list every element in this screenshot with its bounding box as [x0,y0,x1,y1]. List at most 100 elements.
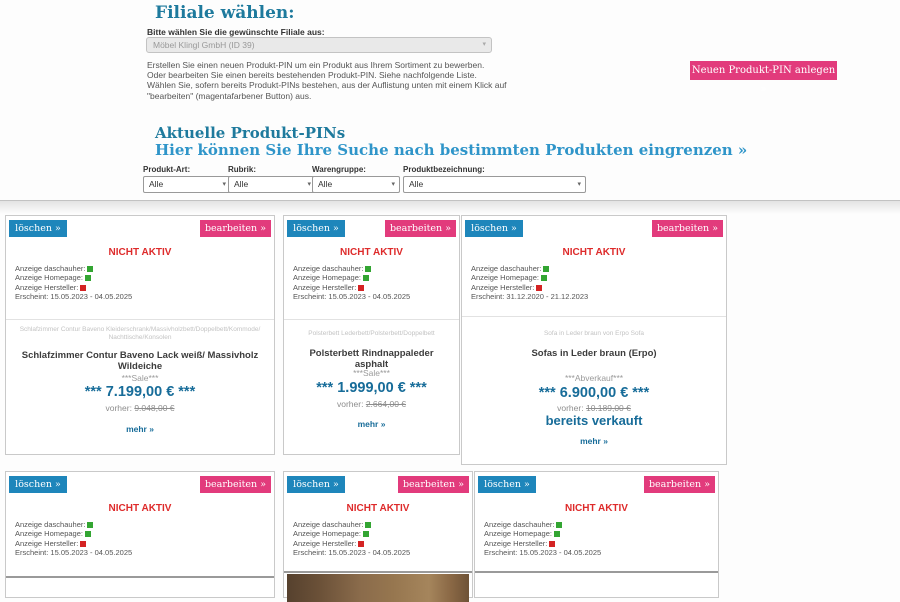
branch-select[interactable]: Möbel Klingl GmbH (ID 39) ▾ [146,37,492,53]
promo-label: ***Sale*** [121,373,159,383]
old-price-value: 2.664,00 € [365,399,407,409]
old-price-value: 9.048,00 € [134,403,175,413]
filter-select-rubrik[interactable]: Alle ▾ [228,176,316,193]
delete-button[interactable]: löschen » [465,220,523,237]
product-photo [287,574,469,602]
green-indicator-icon [365,266,372,272]
filter-value: Alle [318,179,333,189]
status-badge: NICHT AKTIV [108,247,172,258]
green-indicator-icon [84,275,91,282]
card-divider [6,576,274,578]
erscheint-dates: Erscheint: 15.05.2023 - 04.05.2025 [293,292,411,302]
product-title: Sofas in Leder braun (Erpo) [531,348,657,359]
old-price: vorher: 2.664,00 € [336,399,407,409]
green-indicator-icon [87,522,94,528]
status-row: Anzeige daschauher: [293,264,410,273]
green-indicator-icon [553,531,560,538]
status-row: Anzeige daschauher: [484,520,601,529]
status-row: Anzeige daschauher: [293,520,410,529]
product-price: *** 6.900,00 € *** [538,385,650,401]
status-row: Anzeige Hersteller: [293,283,410,292]
instruction-line: Oder bearbeiten Sie einen bereits besteh… [147,70,477,81]
edit-button[interactable]: bearbeiten » [200,220,271,237]
red-indicator-icon [358,284,365,291]
green-indicator-icon [540,275,547,282]
chevron-down-icon: ▾ [482,41,486,48]
instruction-line: Erstellen Sie einen neuen Produkt-PIN um… [147,60,485,70]
status-row: Anzeige Hersteller: [293,539,410,548]
filter-label-rubrik: Rubrik: [228,165,256,174]
status-row: Anzeige Homepage: [15,529,132,538]
chevron-down-icon: ▾ [577,181,581,188]
status-badge: NICHT AKTIV [340,247,403,258]
delete-button[interactable]: löschen » [287,220,345,237]
status-row: Anzeige Hersteller: [15,539,132,548]
status-row: Anzeige Homepage: [293,273,410,282]
filter-select-produkt-art[interactable]: Alle ▾ [143,176,231,193]
green-indicator-icon [87,266,94,272]
more-link[interactable]: mehr » [357,419,386,429]
status-row: Anzeige Hersteller: [471,283,588,292]
section-divider [0,200,900,214]
status-row: Anzeige daschauher: [15,264,132,273]
pin-status-rows: Anzeige daschauher: Anzeige Homepage: An… [293,520,410,558]
instruction-line: Wählen Sie, sofern bereits Produkt-PINs … [147,80,507,91]
filter-label-produkt-art: Produkt-Art: [143,165,191,174]
more-link[interactable]: mehr » [126,424,154,434]
status-badge: NICHT AKTIV [565,503,628,514]
new-pin-button[interactable]: Neuen Produkt-PIN anlegen » [690,61,837,95]
red-indicator-icon [80,540,87,547]
delete-button[interactable]: löschen » [9,476,67,493]
status-row: Anzeige daschauher: [15,520,132,529]
pins-title: Aktuelle Produkt-PINs [155,124,346,142]
product-price: *** 1.999,00 € *** [316,380,427,396]
erscheint-dates: Erscheint: 15.05.2023 - 04.05.2025 [293,548,411,558]
product-category: Schlafzimmer Contur Baveno Kleiderschran… [19,326,261,341]
status-row: Anzeige daschauher: [471,264,588,273]
product-card: löschen » bearbeiten » NICHT AKTIV Anzei… [5,215,275,455]
status-row: Anzeige Hersteller: [15,283,132,292]
pin-status-rows: Anzeige daschauher: Anzeige Homepage: An… [15,264,132,302]
old-price: vorher: 10.189,00 € [557,403,631,413]
status-row: Anzeige Homepage: [15,273,132,282]
red-indicator-icon [80,284,87,291]
edit-button[interactable]: bearbeiten » [398,476,469,493]
edit-button[interactable]: bearbeiten » [200,476,271,493]
delete-button[interactable]: löschen » [478,476,536,493]
product-card: löschen » bearbeiten » NICHT AKTIV Anzei… [283,471,473,602]
edit-button[interactable]: bearbeiten » [652,220,723,237]
edit-button[interactable]: bearbeiten » [385,220,456,237]
filter-select-produktbezeichnung[interactable]: Alle ▾ [403,176,586,193]
card-divider [284,571,472,573]
filter-value: Alle [234,179,249,189]
erscheint-dates: Erscheint: 15.05.2023 - 04.05.2025 [484,548,602,558]
filter-label-warengruppe: Warengruppe: [312,165,366,174]
red-indicator-icon [358,540,365,547]
branch-select-label: Bitte wählen Sie die gewünschte Filiale … [147,27,325,37]
card-divider [284,319,459,320]
filter-select-warengruppe[interactable]: Alle ▾ [312,176,400,193]
filter-label-produktbezeichnung: Produktbezeichnung: [403,165,485,174]
pins-subtitle-link[interactable]: Hier können Sie Ihre Suche nach bestimmt… [155,141,748,159]
delete-button[interactable]: löschen » [287,476,345,493]
product-card: löschen » bearbeiten » NICHT AKTIV Anzei… [283,215,460,455]
status-badge: NICHT AKTIV [562,247,626,258]
product-card: löschen » bearbeiten » NICHT AKTIV Anzei… [461,215,727,465]
status-row: Anzeige Homepage: [471,273,588,282]
promo-label: ***Sale*** [353,368,390,378]
card-divider [6,319,274,320]
chevron-down-icon: ▾ [307,181,311,188]
sold-note: bereits verkauft [545,413,643,428]
filter-value: Alle [409,179,424,189]
instructions: Erstellen Sie einen neuen Produkt-PIN um… [147,60,577,101]
green-indicator-icon [362,275,369,282]
erscheint-dates: Erscheint: 15.05.2023 - 04.05.2025 [15,292,133,302]
filter-value: Alle [149,179,164,189]
pin-status-rows: Anzeige daschauher: Anzeige Homepage: An… [15,520,132,558]
more-link[interactable]: mehr » [580,436,608,446]
old-price: vorher: 9.048,00 € [105,403,175,413]
delete-button[interactable]: löschen » [9,220,67,237]
erscheint-dates: Erscheint: 15.05.2023 - 04.05.2025 [15,548,133,558]
edit-button[interactable]: bearbeiten » [644,476,715,493]
status-row: Anzeige Homepage: [484,529,601,538]
